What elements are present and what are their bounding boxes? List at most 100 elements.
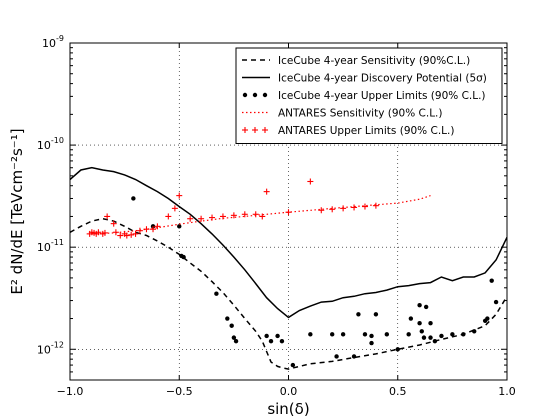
- series-3-antares-sensitivity-90-c-l-line: [91, 195, 431, 235]
- series-2-icecube-4-year-upper-limits-90-c-l-point: [421, 335, 427, 340]
- y-tick-label: 10-12: [37, 340, 64, 356]
- series-2-icecube-4-year-upper-limits-90-c-l-point: [461, 332, 466, 337]
- legend-label: ANTARES Upper Limits (90% C.L.): [278, 125, 454, 137]
- series-2-icecube-4-year-upper-limits-90-c-l-point: [351, 354, 357, 359]
- series-2-icecube-4-year-upper-limits-90-c-l-point: [308, 332, 313, 337]
- series-2-icecube-4-year-upper-limits-90-c-l-point: [362, 332, 368, 337]
- series-4-antares-upper-limits-90-c-l-point: [112, 229, 119, 236]
- series-4-antares-upper-limits-90-c-l-point: [165, 213, 172, 220]
- series-layer: [70, 166, 507, 370]
- series-2-icecube-4-year-upper-limits-90-c-l-point: [334, 354, 339, 359]
- series-2-icecube-4-year-upper-limits-90-c-l-point: [356, 312, 361, 317]
- legend-marker: [252, 92, 258, 98]
- series-4-antares-upper-limits-90-c-l-point: [209, 214, 216, 221]
- series-4-antares-upper-limits-90-c-l-point: [128, 231, 135, 238]
- x-tick-label: −1.0: [57, 385, 84, 398]
- series-4-antares-upper-limits-90-c-l-point: [259, 213, 266, 220]
- x-tick-label: 0.0: [280, 385, 298, 398]
- series-4-antares-upper-limits-90-c-l-point: [351, 204, 358, 211]
- legend-label: ANTARES Sensitivity (90% C.L.): [278, 108, 442, 120]
- series-2-icecube-4-year-upper-limits-90-c-l-point: [131, 196, 136, 201]
- series-2-icecube-4-year-upper-limits-90-c-l-point: [423, 304, 429, 310]
- series-4-antares-upper-limits-90-c-l-point: [176, 192, 183, 199]
- series-2-icecube-4-year-upper-limits-90-c-l-point: [417, 321, 422, 326]
- series-2-icecube-4-year-upper-limits-90-c-l-point: [373, 312, 379, 317]
- legend-box: [235, 47, 503, 144]
- series-4-antares-upper-limits-90-c-l-point: [187, 215, 194, 222]
- legend-marker: [242, 92, 248, 98]
- series-2-icecube-4-year-upper-limits-90-c-l-point: [231, 335, 237, 340]
- series-4-antares-upper-limits-90-c-l-point: [143, 226, 150, 233]
- legend-marker: [262, 92, 268, 98]
- series-2-icecube-4-year-upper-limits-90-c-l-point: [268, 338, 274, 344]
- series-2-icecube-4-year-upper-limits-90-c-l-point: [419, 329, 424, 334]
- x-tick-label: −0.5: [166, 385, 193, 398]
- series-0-icecube-4-year-sensitivity-90-c-l-line: [70, 217, 507, 370]
- series-4-antares-upper-limits-90-c-l-point: [110, 220, 117, 227]
- series-4-antares-upper-limits-90-c-l-point: [263, 188, 270, 195]
- y-tick-label: 10-10: [37, 136, 64, 152]
- series-2-icecube-4-year-upper-limits-90-c-l-point: [417, 303, 422, 308]
- series-4-antares-upper-limits-90-c-l-point: [241, 211, 248, 218]
- series-1-icecube-4-year-discovery-potential-5-line: [70, 166, 507, 319]
- series-2-icecube-4-year-upper-limits-90-c-l-point: [225, 316, 230, 321]
- legend-entry: IceCube 4-year Sensitivity (90%C.L.): [242, 55, 470, 67]
- series-2-icecube-4-year-upper-limits-90-c-l-point: [450, 332, 455, 337]
- legend-marker: [252, 127, 258, 133]
- series-2-icecube-4-year-upper-limits-90-c-l-point: [233, 338, 239, 344]
- series-4-antares-upper-limits-90-c-l-point: [123, 232, 130, 239]
- series-2-icecube-4-year-upper-limits-90-c-l-point: [485, 316, 490, 321]
- series-2-icecube-4-year-upper-limits-90-c-l-point: [275, 333, 280, 339]
- series-2-icecube-4-year-upper-limits-90-c-l-point: [177, 224, 182, 229]
- legend: IceCube 4-year Sensitivity (90%C.L.) IceC…: [235, 47, 503, 144]
- series-2-icecube-4-year-upper-limits-90-c-l-point: [384, 332, 390, 337]
- series-2-icecube-4-year-upper-limits-90-c-l-point: [181, 254, 186, 260]
- x-tick-label: 1.0: [498, 385, 516, 398]
- y-axis-label: E² dN/dE [TeVcm⁻²s⁻¹]: [8, 128, 26, 294]
- y-tick-label: 10-9: [42, 34, 64, 50]
- series-2-icecube-4-year-upper-limits-90-c-l-point: [489, 278, 494, 283]
- series-4-antares-upper-limits-90-c-l-point: [230, 212, 237, 219]
- series-4-antares-upper-limits-90-c-l-point: [132, 230, 139, 237]
- series-4-antares-upper-limits-90-c-l-point: [307, 178, 314, 185]
- series-2-icecube-4-year-upper-limits-90-c-l-point: [290, 362, 296, 368]
- series-2-icecube-4-year-upper-limits-90-c-l-point: [395, 347, 400, 352]
- series-4-antares-upper-limits-90-c-l-point: [361, 203, 368, 210]
- legend-label: IceCube 4-year Discovery Potential (5σ): [278, 73, 487, 85]
- legend-label: IceCube 4-year Upper Limits (90% C.L.): [278, 90, 486, 102]
- series-2-icecube-4-year-upper-limits-90-c-l-point: [229, 323, 234, 328]
- x-axis-label: sin(δ): [267, 400, 309, 418]
- series-2-icecube-4-year-upper-limits-90-c-l-point: [432, 338, 438, 344]
- x-tick-label: 0.5: [389, 385, 407, 398]
- series-2-icecube-4-year-upper-limits-90-c-l-point: [264, 333, 269, 339]
- series-4-antares-upper-limits-90-c-l-point: [171, 205, 178, 212]
- legend-entry: ANTARES Upper Limits (90% C.L.): [242, 125, 454, 137]
- series-4-antares-upper-limits-90-c-l-point: [101, 229, 108, 236]
- series-4-antares-upper-limits-90-c-l-point: [219, 213, 226, 220]
- series-2-icecube-4-year-upper-limits-90-c-l-point: [369, 333, 374, 339]
- series-2-icecube-4-year-upper-limits-90-c-l-point: [340, 332, 346, 337]
- legend-entry: ANTARES Sensitivity (90% C.L.): [242, 108, 442, 120]
- legend-marker: [262, 127, 268, 133]
- series-2-icecube-4-year-upper-limits-90-c-l-point: [330, 332, 335, 337]
- series-2-icecube-4-year-upper-limits-90-c-l-point: [439, 333, 444, 339]
- series-2-icecube-4-year-upper-limits-90-c-l-point: [428, 321, 433, 326]
- series-4-antares-upper-limits-90-c-l-point: [136, 227, 143, 234]
- series-4-antares-upper-limits-90-c-l-point: [372, 202, 379, 209]
- series-4-antares-upper-limits-90-c-l-point: [150, 226, 157, 233]
- y-tick-label: 10-11: [37, 238, 64, 254]
- series-4-antares-upper-limits-90-c-l-point: [95, 229, 102, 236]
- series-2-icecube-4-year-upper-limits-90-c-l-point: [493, 299, 499, 305]
- series-2-icecube-4-year-upper-limits-90-c-l-point: [428, 335, 433, 340]
- legend-entry: IceCube 4-year Upper Limits (90% C.L.): [242, 90, 486, 102]
- series-2-icecube-4-year-upper-limits-90-c-l-point: [369, 340, 374, 346]
- series-2-icecube-4-year-upper-limits-90-c-l-point: [406, 332, 411, 337]
- series-2-icecube-4-year-upper-limits-90-c-l-point: [472, 329, 477, 334]
- series-4-antares-upper-limits-90-c-l-point: [117, 232, 124, 239]
- series-4-antares-upper-limits-90-c-l-point: [252, 211, 259, 218]
- series-4-antares-upper-limits-90-c-l-point: [329, 206, 336, 213]
- series-4-antares-upper-limits-90-c-l-point: [318, 207, 325, 214]
- series-2-icecube-4-year-upper-limits-90-c-l-point: [214, 291, 219, 296]
- series-4-antares-upper-limits-90-c-l-point: [198, 215, 205, 222]
